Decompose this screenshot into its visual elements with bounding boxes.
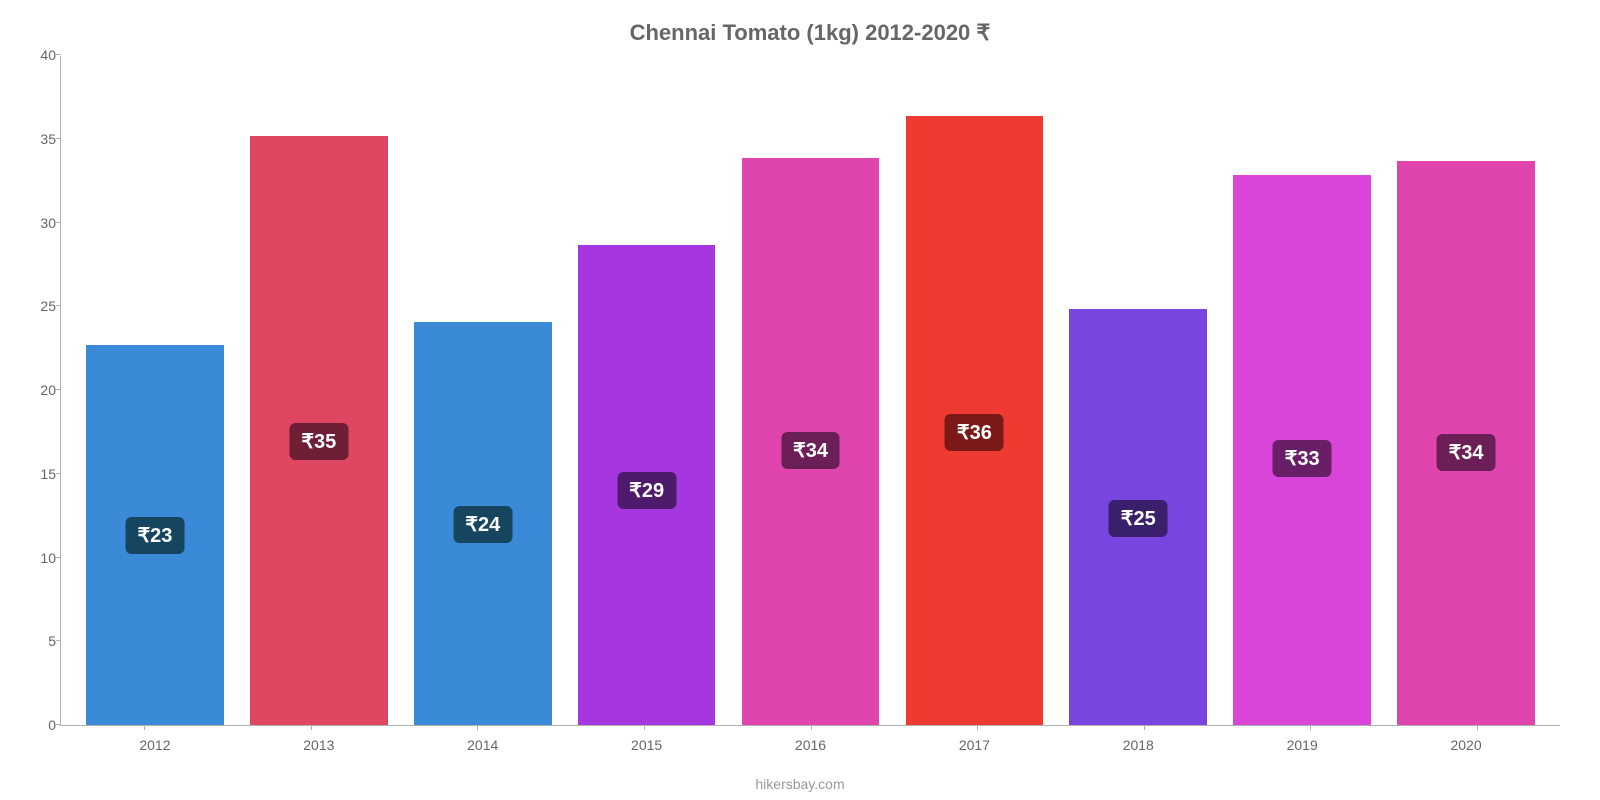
- x-tick-label: 2014: [401, 737, 565, 753]
- bar: ₹25: [1069, 309, 1207, 725]
- y-tick-mark: [56, 305, 61, 306]
- bar-slot: ₹34: [729, 56, 893, 725]
- bar-slot: ₹25: [1056, 56, 1220, 725]
- y-tick-mark: [56, 222, 61, 223]
- value-badge: ₹29: [617, 472, 676, 509]
- bar-slot: ₹33: [1220, 56, 1384, 725]
- y-tick-label: 0: [21, 717, 56, 733]
- bar: ₹36: [906, 116, 1044, 725]
- x-tick-mark: [477, 725, 478, 730]
- plot-area: ₹23₹35₹24₹29₹34₹36₹25₹33₹34 201220132014…: [60, 56, 1560, 726]
- chart-title: Chennai Tomato (1kg) 2012-2020 ₹: [60, 20, 1560, 46]
- bar-slot: ₹34: [1384, 56, 1548, 725]
- x-tick-mark: [311, 725, 312, 730]
- y-tick-label: 15: [21, 466, 56, 482]
- y-tick-label: 10: [21, 550, 56, 566]
- bar-slot: ₹24: [401, 56, 565, 725]
- bar: ₹34: [1397, 161, 1535, 725]
- y-tick-label: 25: [21, 298, 56, 314]
- y-tick-label: 20: [21, 382, 56, 398]
- x-tick-label: 2015: [565, 737, 729, 753]
- bar-slot: ₹23: [73, 56, 237, 725]
- bars-row: ₹23 ₹35 ₹24 ₹29 ₹34 ₹36 ₹25 ₹33 ₹34: [61, 56, 1560, 725]
- x-tick-label: 2012: [73, 737, 237, 753]
- x-tick-mark: [144, 725, 145, 730]
- y-tick-label: 35: [21, 131, 56, 147]
- y-tick-mark: [56, 473, 61, 474]
- y-tick-mark: [56, 724, 61, 725]
- y-tick-label: 30: [21, 215, 56, 231]
- x-tick-label: 2018: [1056, 737, 1220, 753]
- x-tick-label: 2013: [237, 737, 401, 753]
- x-tick-mark: [977, 725, 978, 730]
- x-tick-label: 2016: [729, 737, 893, 753]
- bar-slot: ₹36: [892, 56, 1056, 725]
- value-badge: ₹34: [1437, 434, 1496, 471]
- y-tick-mark: [56, 54, 61, 55]
- value-badge: ₹35: [289, 423, 348, 460]
- attribution-text: hikersbay.com: [755, 776, 844, 792]
- bar: ₹35: [250, 136, 388, 725]
- x-tick-mark: [811, 725, 812, 730]
- bar: ₹23: [86, 345, 224, 725]
- x-tick-mark: [1310, 725, 1311, 730]
- x-tick-label: 2020: [1384, 737, 1548, 753]
- y-tick-label: 5: [21, 633, 56, 649]
- y-tick-mark: [56, 557, 61, 558]
- bar: ₹34: [742, 158, 880, 725]
- x-tick-mark: [1144, 725, 1145, 730]
- x-tick-label: 2017: [892, 737, 1056, 753]
- value-badge: ₹25: [1109, 500, 1168, 537]
- chart-container: Chennai Tomato (1kg) 2012-2020 ₹ ₹23₹35₹…: [0, 0, 1600, 800]
- y-tick-label: 40: [21, 47, 56, 63]
- bar: ₹29: [578, 245, 716, 725]
- bar-slot: ₹35: [237, 56, 401, 725]
- bar-slot: ₹29: [565, 56, 729, 725]
- x-tick-mark: [1477, 725, 1478, 730]
- x-tick-label: 2019: [1220, 737, 1384, 753]
- y-tick-mark: [56, 138, 61, 139]
- y-tick-mark: [56, 389, 61, 390]
- value-badge: ₹34: [781, 432, 840, 469]
- x-tick-mark: [644, 725, 645, 730]
- value-badge: ₹24: [453, 506, 512, 543]
- bar: ₹33: [1233, 175, 1371, 725]
- x-axis-labels: 201220132014201520162017201820192020: [61, 737, 1560, 753]
- value-badge: ₹23: [125, 517, 184, 554]
- value-badge: ₹36: [945, 414, 1004, 451]
- y-tick-mark: [56, 640, 61, 641]
- bar: ₹24: [414, 322, 552, 725]
- value-badge: ₹33: [1273, 440, 1332, 477]
